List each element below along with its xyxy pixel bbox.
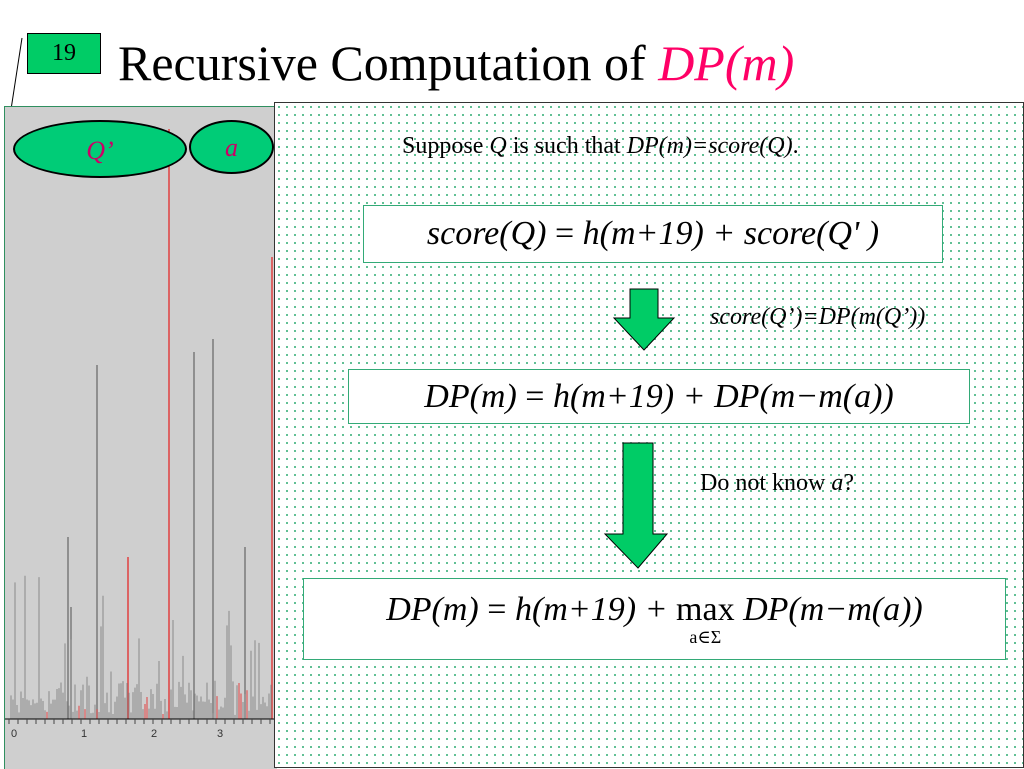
prefix-ellipse: Q’ — [13, 120, 187, 178]
note2-text: Do not know — [700, 470, 832, 496]
intro-q: Q — [489, 133, 507, 159]
eq2-rhs: h(m+19) + DP(m−m(a)) — [552, 377, 894, 415]
eq1-lhs: score(Q) — [426, 215, 547, 252]
intro-statement: Suppose Q is such that DP(m)=score(Q). — [402, 133, 799, 160]
eq1-rhs: h(m+19) + score(Q' ) — [582, 215, 880, 252]
amino-acid-ellipse: a — [189, 120, 274, 174]
slide-number: 19 — [27, 33, 101, 74]
eq1-equals: = — [546, 215, 583, 252]
eq2-equals: = — [516, 377, 553, 415]
eq3-lhs: DP(m) — [386, 591, 479, 628]
equation-score: score(Q) = h(m+19) + score(Q' ) — [363, 205, 943, 263]
intro-text-1: Suppose — [402, 133, 490, 159]
equation-dp-max: DP(m) = h(m+19) + max a∈Σ DP(m−m(a)) — [303, 578, 1006, 660]
note-score-dp: score(Q’)=DP(m(Q’)) — [710, 304, 926, 330]
intro-expr: DP(m)=score(Q) — [626, 133, 793, 159]
eq3-equals: = — [478, 591, 515, 628]
eq2-lhs: DP(m) — [424, 377, 517, 415]
title-accent: DP(m) — [658, 35, 795, 91]
note-unknown-a: Do not know a? — [700, 470, 854, 497]
spectrum-axis-label: 1 — [81, 728, 87, 740]
slide-title: Recursive Computation of DP(m) — [118, 30, 794, 96]
down-arrow-icon — [612, 288, 676, 351]
down-arrow-icon — [603, 442, 669, 569]
note2-suffix: ? — [843, 470, 854, 496]
intro-text-3: . — [792, 133, 799, 159]
spectrum-plot: 0 1 2 3 — [4, 106, 277, 769]
spectrum-axis-label: 0 — [11, 728, 17, 740]
spectrum-peaks: 0 1 2 3 — [5, 129, 277, 740]
spectrum-axis-label: 3 — [217, 728, 223, 740]
note2-var: a — [831, 470, 844, 496]
intro-text-2: is such that — [506, 133, 627, 159]
eq3-rhs: DP(m−m(a)) — [734, 591, 923, 628]
equation-dp-a: DP(m) = h(m+19) + DP(m−m(a)) — [348, 369, 970, 424]
spectrum-axis-label: 2 — [151, 728, 157, 740]
max-subscript: a∈Σ — [689, 627, 722, 647]
eq3-mid: h(m+19) + — [514, 591, 677, 628]
content-panel — [274, 102, 1024, 768]
title-text: Recursive Computation of — [118, 35, 659, 91]
max-label: max — [676, 591, 735, 628]
max-operator: max a∈Σ — [676, 591, 735, 647]
